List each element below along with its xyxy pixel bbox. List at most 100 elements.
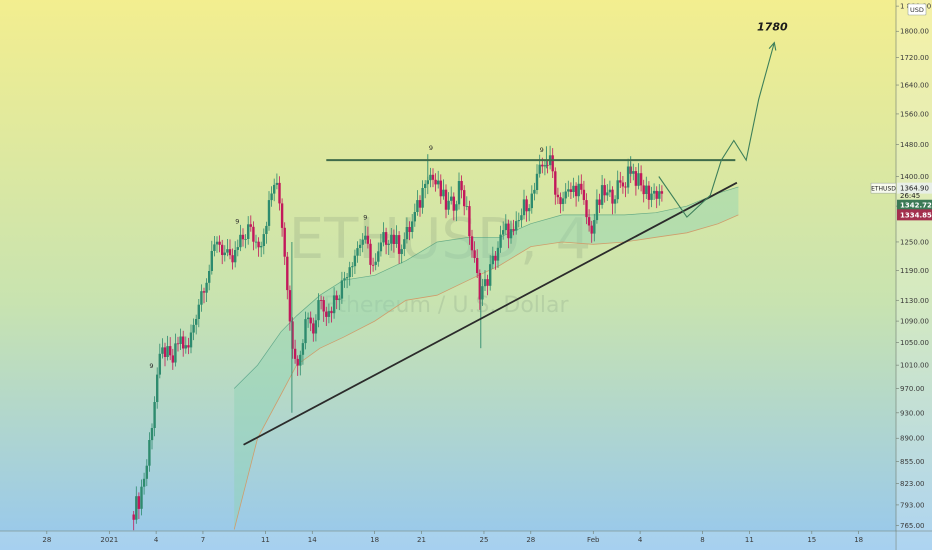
price-tag-line-a: 1342.72 [900, 202, 932, 210]
candle-body [494, 255, 497, 261]
candle-body [632, 171, 635, 174]
candle-body [564, 191, 567, 199]
candle-body [304, 319, 307, 344]
candle-body [150, 428, 154, 441]
candle-body [572, 185, 575, 192]
candle-body [491, 255, 494, 265]
candle-body [647, 185, 651, 200]
candle-body [197, 304, 200, 319]
candle-body [210, 251, 213, 271]
candle-body [231, 255, 234, 263]
candle-body [442, 189, 445, 197]
watermark-name: Ethereum / U.S. Dollar [323, 293, 569, 318]
candle-body [166, 346, 169, 357]
candle-body [431, 174, 435, 180]
candle-body [483, 279, 487, 287]
candle-body [364, 235, 367, 240]
candle-body [241, 234, 245, 240]
candle-body [637, 173, 640, 186]
candle-body [546, 165, 549, 166]
candle-body [371, 264, 375, 266]
candle-body [515, 221, 518, 231]
candle-body [470, 236, 474, 251]
candle-body [660, 191, 664, 194]
candle-body [613, 199, 617, 204]
candle-body [254, 241, 258, 243]
candle-body [465, 206, 468, 207]
candle-body [228, 249, 232, 256]
time-tick-label: 15 [807, 536, 816, 544]
price-tick-label: 1640.00 [900, 82, 929, 90]
candle-body [499, 234, 502, 248]
price-axis-panel[interactable] [896, 0, 932, 550]
candle-body [645, 185, 648, 194]
candle-body [332, 295, 336, 314]
candle-body [621, 182, 625, 187]
price-tick-label: 765.00 [900, 522, 925, 530]
price-tick-label: 1480.00 [900, 141, 929, 149]
candle-body [171, 355, 174, 363]
candle-body [460, 181, 463, 191]
candle-body [192, 324, 195, 333]
candle-body [411, 221, 414, 232]
candle-body [476, 258, 479, 273]
price-tick-label: 855.00 [900, 458, 925, 466]
candle-body [299, 354, 302, 366]
candle-body [335, 295, 338, 300]
candle-body [580, 183, 583, 190]
projection-arrowhead [768, 41, 777, 51]
candle-body [418, 200, 422, 208]
time-tick-label: 2021 [100, 536, 118, 544]
candle-body [455, 204, 458, 211]
candle-body [481, 286, 484, 300]
candle-body [403, 239, 406, 249]
count-label: 9 [429, 144, 433, 152]
price-tick-label: 1720.00 [900, 54, 929, 62]
candle-body [525, 199, 528, 212]
time-axis-panel[interactable] [0, 531, 896, 550]
candle-body [559, 197, 562, 205]
candle-body [642, 185, 645, 195]
candle-body [345, 277, 349, 279]
candle-body [369, 243, 372, 265]
time-tick-label: 4 [638, 536, 643, 544]
candle-body [338, 298, 341, 300]
candle-body [447, 200, 450, 210]
price-tick-label: 1050.00 [900, 339, 929, 347]
price-tick-label: 823.00 [900, 480, 925, 488]
candle-body [509, 229, 513, 239]
candle-body [239, 234, 242, 248]
candle-body [278, 182, 281, 204]
candle-body [387, 243, 390, 245]
candle-body [522, 199, 526, 216]
candle-body [569, 189, 573, 192]
candle-body [489, 264, 492, 286]
candle-body [330, 311, 333, 314]
candle-body [158, 353, 161, 375]
support-line [243, 181, 738, 446]
candle-body [169, 346, 172, 356]
candle-body [161, 347, 164, 354]
candle-body [439, 180, 442, 197]
candle-body [556, 194, 560, 198]
time-tick-label: 7 [201, 536, 205, 544]
price-tick-label: 970.00 [900, 385, 925, 393]
candle-body [257, 241, 260, 248]
price-tag-bg [897, 209, 932, 221]
candle-body [574, 185, 578, 197]
candle-body [639, 173, 643, 186]
candle-body [182, 336, 185, 349]
count-label: 9 [363, 213, 367, 221]
candle-body [377, 251, 380, 262]
candle-body [153, 402, 156, 428]
candle-body [405, 227, 409, 240]
candle-body [325, 311, 328, 317]
candle-body [187, 345, 190, 348]
candle-body [213, 244, 216, 251]
candle-body [616, 180, 619, 200]
candle-body [611, 189, 614, 204]
currency-badge[interactable] [907, 3, 927, 16]
candle-body [234, 250, 237, 263]
candle-body [351, 266, 354, 268]
